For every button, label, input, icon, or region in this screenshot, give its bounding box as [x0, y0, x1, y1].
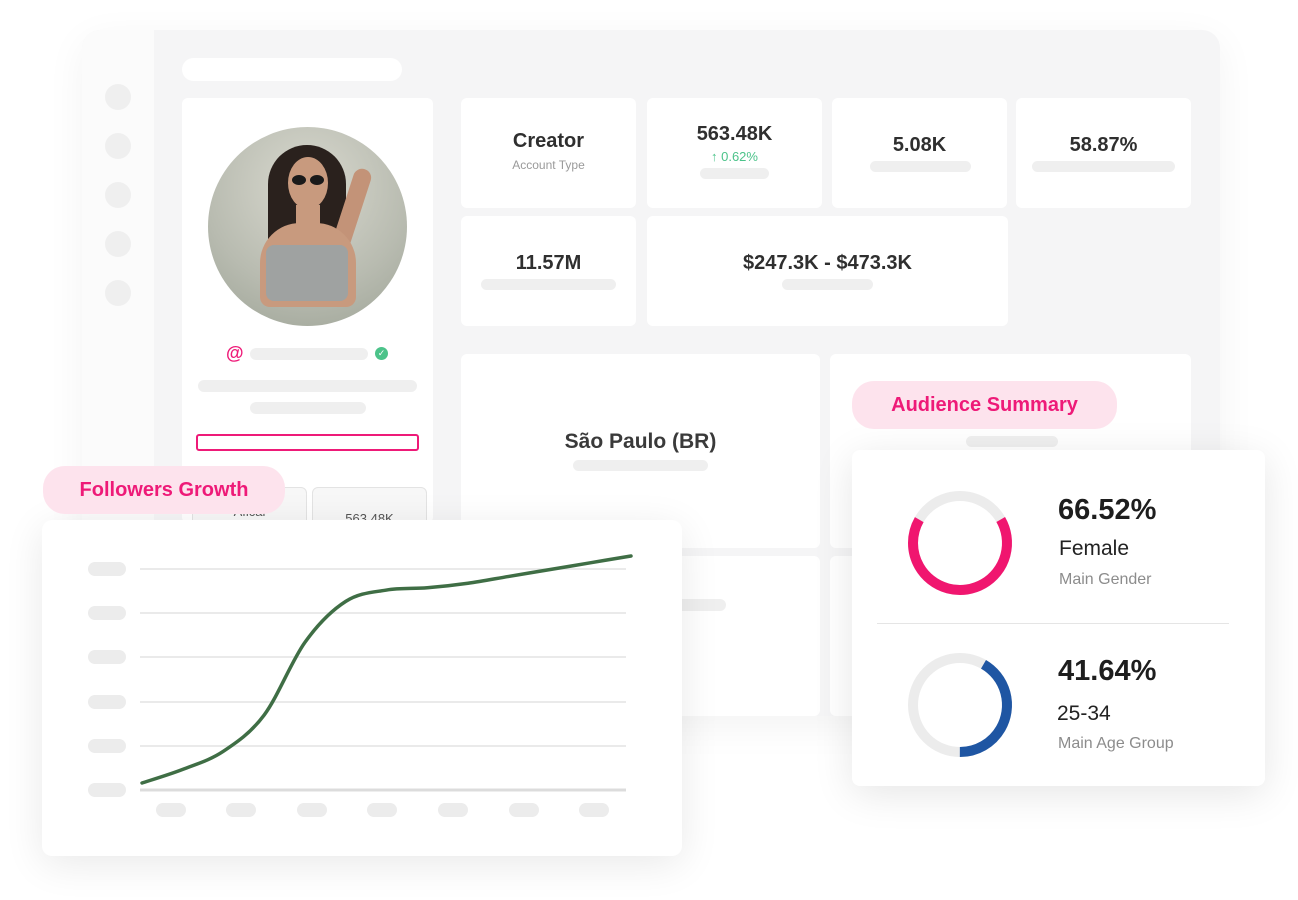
- x-tick-label-placeholder: [156, 803, 186, 817]
- bio-line-placeholder-2: [250, 402, 366, 414]
- stat-5-label-placeholder: [481, 279, 616, 290]
- gender-donut: [908, 491, 1012, 595]
- username-placeholder: [250, 348, 368, 360]
- account-type-label: Account Type: [512, 158, 585, 172]
- y-tick-label-placeholder: [88, 562, 126, 576]
- age-donut: [908, 653, 1012, 757]
- sidebar-nav-item-2[interactable]: [105, 133, 131, 159]
- y-tick-label-placeholder: [88, 606, 126, 620]
- gender-percent: 66.52%: [1058, 494, 1157, 526]
- age-label: Main Age Group: [1058, 735, 1174, 752]
- x-tick-label-placeholder: [367, 803, 397, 817]
- location-label-placeholder: [573, 460, 708, 471]
- age-donut-arc: [908, 653, 1012, 757]
- stat-3-value: 5.08K: [892, 134, 947, 156]
- account-type-value: Creator: [512, 130, 585, 152]
- stat-card-5: 11.57M: [461, 216, 636, 326]
- followers-growth-card: [42, 520, 682, 856]
- x-tick-label-placeholder: [226, 803, 256, 817]
- stat-4-label-placeholder: [1032, 161, 1175, 172]
- bio-line-placeholder: [198, 380, 417, 392]
- x-tick-label-placeholder: [579, 803, 609, 817]
- audience-summary-title: Audience Summary: [852, 381, 1117, 429]
- age-value: 25-34: [1057, 702, 1111, 725]
- location-city: São Paulo (BR): [564, 430, 717, 453]
- followers-growth-title: Followers Growth: [43, 466, 285, 514]
- followers-card: 563.48K ↑ 0.62%: [647, 98, 822, 208]
- followers-growth-line: [140, 554, 633, 785]
- price-range-label-placeholder: [782, 279, 873, 290]
- stat-card-3: 5.08K: [832, 98, 1007, 208]
- followers-growth-chart: [88, 554, 633, 817]
- sidebar-nav-item-4[interactable]: [105, 231, 131, 257]
- verified-check-icon: ✓: [375, 347, 388, 360]
- gender-value: Female: [1059, 537, 1130, 560]
- price-range-card: $247.3K - $473.3K: [647, 216, 1008, 326]
- followers-change: ↑ 0.62%: [711, 149, 758, 164]
- account-type-card: Creator Account Type: [461, 98, 636, 208]
- search-bar[interactable]: [182, 58, 402, 81]
- audience-divider: [877, 623, 1229, 624]
- followers-value: 563.48K: [696, 123, 773, 145]
- y-tick-label-placeholder: [88, 783, 126, 797]
- stat-card-4: 58.87%: [1016, 98, 1191, 208]
- sidebar-nav-item-5[interactable]: [105, 280, 131, 306]
- at-icon: @: [226, 343, 244, 363]
- y-tick-label-placeholder: [88, 650, 126, 664]
- gender-label: Main Gender: [1059, 571, 1152, 588]
- age-percent: 41.64%: [1058, 655, 1157, 687]
- location-card: [461, 354, 820, 548]
- x-tick-label-placeholder: [509, 803, 539, 817]
- sidebar-nav-item-3[interactable]: [105, 182, 131, 208]
- sidebar-nav-item-1[interactable]: [105, 84, 131, 110]
- stat-5-value: 11.57M: [515, 252, 582, 274]
- profile-avatar: [208, 127, 407, 326]
- x-tick-label-placeholder: [297, 803, 327, 817]
- x-tick-label-placeholder: [438, 803, 468, 817]
- audience-label-placeholder: [966, 436, 1058, 447]
- y-tick-label-placeholder: [88, 739, 126, 753]
- stat-4-value: 58.87%: [1069, 134, 1138, 156]
- y-tick-label-placeholder: [88, 695, 126, 709]
- followers-label-placeholder: [700, 168, 769, 179]
- price-range-value: $247.3K - $473.3K: [742, 252, 912, 274]
- profile-action-button[interactable]: [196, 434, 419, 451]
- stat-3-label-placeholder: [870, 161, 971, 172]
